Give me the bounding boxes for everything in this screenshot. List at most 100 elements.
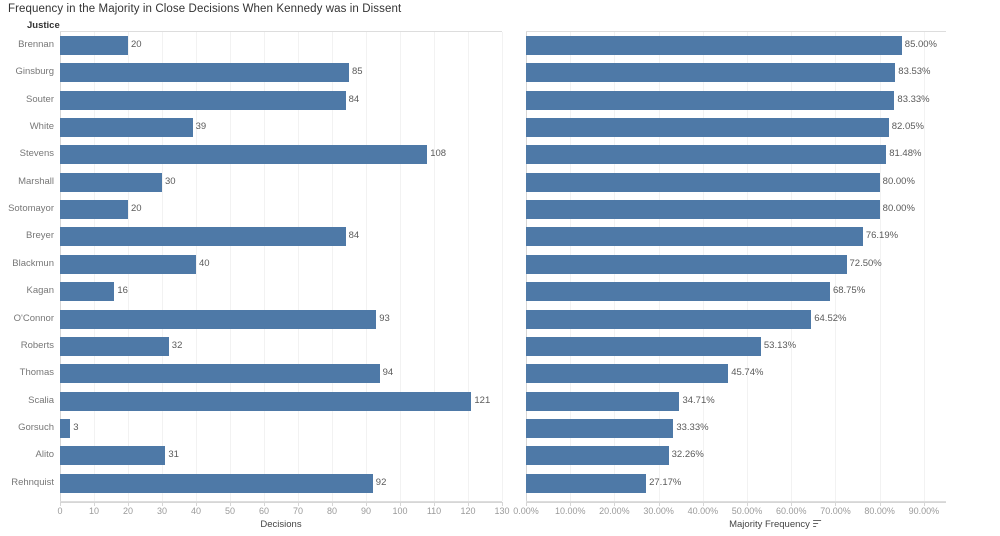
bar[interactable]: [526, 200, 880, 220]
axis-tick-mark: [230, 502, 231, 506]
bar-value-label: 76.19%: [865, 230, 899, 242]
axis-tick-label: 40: [190, 506, 202, 516]
axis-tick-mark: [400, 502, 401, 506]
bar[interactable]: [526, 145, 887, 165]
bar[interactable]: [60, 418, 71, 438]
axis-tick-mark: [791, 502, 793, 506]
bar[interactable]: [526, 336, 761, 356]
right-axis-line: [526, 502, 946, 503]
justice-label[interactable]: Marshall: [18, 175, 54, 187]
justice-label[interactable]: Scalia: [28, 394, 54, 406]
gridline: [264, 32, 265, 501]
bar[interactable]: [60, 63, 349, 83]
gridline: [502, 32, 503, 501]
justice-label[interactable]: Alito: [35, 449, 54, 461]
bar[interactable]: [60, 446, 166, 466]
axis-tick-mark: [468, 502, 469, 506]
justice-label[interactable]: Rehnquist: [11, 476, 54, 488]
bar[interactable]: [526, 118, 889, 138]
bar[interactable]: [526, 227, 863, 247]
bar[interactable]: [60, 200, 128, 220]
justice-label[interactable]: Stevens: [19, 148, 54, 160]
axis-tick-label: 90: [360, 506, 372, 516]
bar[interactable]: [60, 145, 428, 165]
bar[interactable]: [60, 391, 472, 411]
justice-label[interactable]: White: [29, 121, 54, 133]
justice-label[interactable]: O'Connor: [13, 312, 54, 324]
bar[interactable]: [526, 418, 674, 438]
bar[interactable]: [60, 473, 373, 493]
justice-label[interactable]: Breyer: [26, 230, 54, 242]
justice-label[interactable]: Kagan: [26, 285, 54, 297]
bar[interactable]: [526, 63, 896, 83]
axis-tick-mark: [923, 502, 925, 506]
gridline: [434, 32, 435, 501]
bar[interactable]: [526, 282, 830, 302]
bar-row: 39: [60, 114, 502, 141]
bar[interactable]: [60, 309, 377, 329]
bar[interactable]: [526, 309, 812, 329]
axis-tick-mark: [434, 502, 435, 506]
bar[interactable]: [526, 36, 902, 55]
bar[interactable]: [60, 118, 193, 138]
bar-row: 94: [60, 360, 502, 387]
bar[interactable]: [60, 90, 346, 110]
bar-value-label: 81.48%: [889, 148, 922, 160]
bar-row: 64.52%: [526, 306, 946, 333]
bar-value-label: 80.00%: [882, 175, 915, 187]
bar-value-label: 94: [382, 367, 394, 379]
axis-tick-label: 20.00%: [599, 506, 630, 516]
bar-value-label: 16: [117, 285, 128, 297]
bar[interactable]: [60, 282, 115, 302]
bar[interactable]: [60, 336, 169, 356]
justice-label[interactable]: Ginsburg: [15, 66, 54, 78]
axis-tick-label: 0: [57, 506, 63, 516]
justice-label[interactable]: Brennan: [18, 39, 54, 50]
justice-label[interactable]: Gorsuch: [18, 421, 54, 433]
majority-frequency-axis-title: Majority Frequency: [729, 519, 821, 530]
axis-tick-label: 60.00%: [775, 506, 807, 516]
bar-value-label: 32: [171, 339, 183, 351]
justice-label[interactable]: Sotomayor: [8, 203, 54, 215]
bar[interactable]: [60, 36, 128, 55]
bar-row: 92: [60, 470, 502, 497]
bar-row: 82.05%: [526, 114, 946, 141]
bar[interactable]: [526, 446, 669, 466]
bar-row: 33.33%: [526, 415, 946, 442]
sort-descending-icon[interactable]: [812, 520, 821, 528]
bar[interactable]: [60, 172, 162, 192]
justice-label[interactable]: Blackmun: [12, 257, 54, 269]
justice-label[interactable]: Thomas: [19, 367, 54, 379]
axis-tick-mark: [702, 502, 704, 506]
axis-tick-label: 10.00%: [554, 506, 586, 516]
bar-row: 83.33%: [526, 87, 946, 114]
bar[interactable]: [60, 227, 346, 247]
gridline: [298, 32, 299, 501]
axis-tick-label: 30.00%: [643, 506, 674, 516]
bar[interactable]: [60, 254, 196, 274]
axis-tick-label: 120: [460, 506, 476, 516]
axis-tick-label: 80.00%: [864, 506, 895, 516]
bar[interactable]: [526, 473, 647, 493]
bar[interactable]: [526, 172, 880, 192]
bar[interactable]: [526, 90, 895, 110]
bar-value-label: 121: [474, 394, 491, 406]
bar[interactable]: [526, 391, 680, 411]
bar-row: 68.75%: [526, 278, 946, 305]
axis-tick-mark: [298, 502, 299, 506]
axis-tick-mark: [526, 502, 527, 506]
bar[interactable]: [526, 364, 729, 384]
bar-row: 27.17%: [526, 470, 946, 497]
bar-row: 108: [60, 141, 502, 168]
bar[interactable]: [526, 254, 847, 274]
axis-tick-mark: [60, 502, 61, 506]
bar[interactable]: [60, 364, 380, 384]
justice-label[interactable]: Souter: [26, 93, 54, 105]
bar-value-label: 34.71%: [682, 394, 715, 406]
axis-tick-label: 40.00%: [687, 506, 719, 516]
bar-row: 121: [60, 388, 502, 415]
gridline: [332, 32, 333, 501]
axis-tick-label: 10: [88, 506, 100, 516]
justice-label[interactable]: Roberts: [20, 339, 54, 351]
